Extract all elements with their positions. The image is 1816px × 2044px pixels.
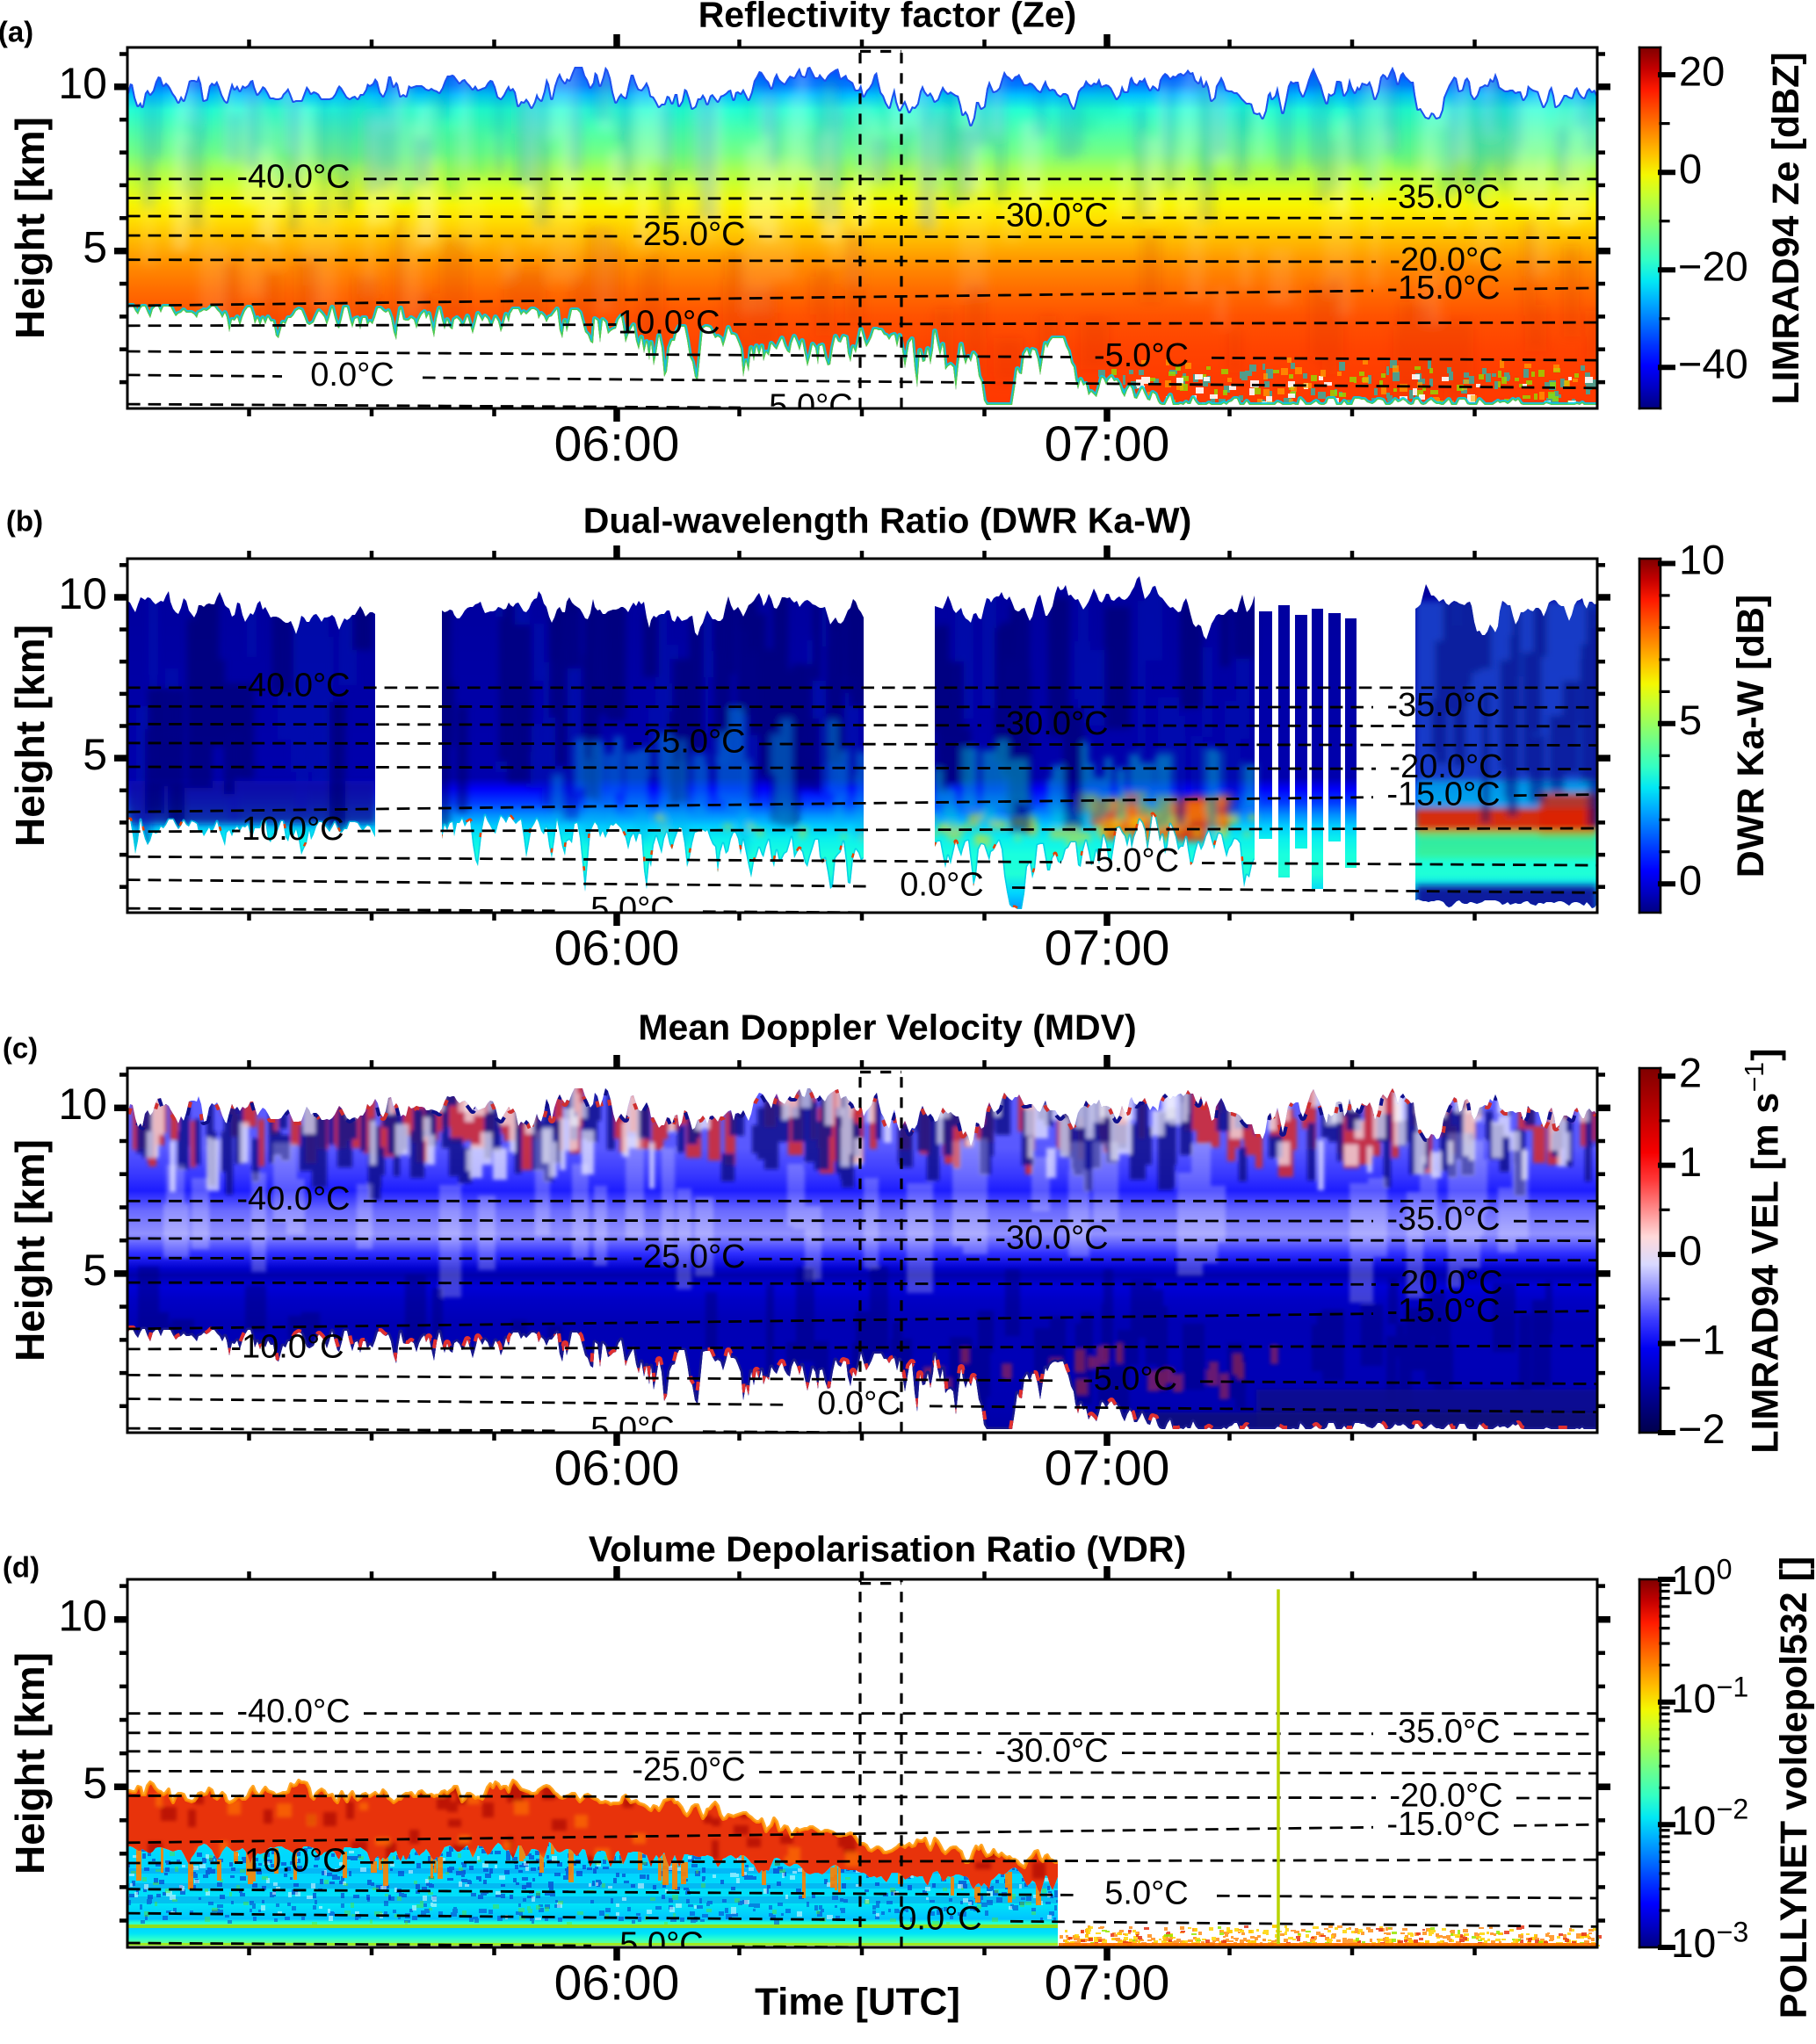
svg-text:5.0°C: 5.0°C [769, 387, 852, 424]
svg-text:Time [UTC]: Time [UTC] [755, 1980, 960, 2023]
svg-text:-5.0°C: -5.0°C [1082, 1361, 1177, 1398]
svg-text:-35.0°C: -35.0°C [1386, 687, 1500, 724]
svg-text:(c): (c) [3, 1032, 38, 1065]
svg-text:1 0 − 3: 1 0 − 3 [1671, 1916, 1748, 1966]
svg-text:-40.0°C: -40.0°C [236, 1181, 350, 1217]
svg-text:06:00: 06:00 [554, 921, 680, 977]
svg-text:-20.0°C: -20.0°C [1389, 1778, 1502, 1815]
svg-text:LIMRAD94 Ze [dBZ]: LIMRAD94 Ze [dBZ] [1765, 52, 1807, 404]
svg-text:DWR Ka-W [dB]: DWR Ka-W [dB] [1730, 595, 1772, 878]
svg-text:5: 5 [1679, 697, 1702, 743]
svg-text:0: 0 [1679, 1227, 1702, 1274]
svg-text:(d): (d) [3, 1551, 40, 1584]
svg-text:-30.0°C: -30.0°C [995, 1732, 1108, 1769]
svg-text:-30.0°C: -30.0°C [995, 198, 1108, 235]
svg-text:-5.0°C: -5.0°C [1094, 337, 1189, 374]
svg-text:-20.0°C: -20.0°C [1389, 242, 1502, 278]
svg-text:10: 10 [58, 569, 107, 618]
svg-text:0.0°C: 0.0°C [900, 867, 983, 904]
svg-text:-25.0°C: -25.0°C [632, 724, 745, 761]
svg-text:Reflectivity factor (Ze): Reflectivity factor (Ze) [698, 0, 1077, 35]
svg-text:07:00: 07:00 [1045, 1441, 1170, 1497]
svg-text:-25.0°C: -25.0°C [632, 216, 745, 253]
svg-text:5.0°C: 5.0°C [1104, 1875, 1188, 1912]
svg-text:0: 0 [1679, 145, 1702, 191]
svg-text:-30.0°C: -30.0°C [995, 705, 1108, 742]
svg-text:5.0°C: 5.0°C [590, 1411, 674, 1448]
svg-text:−1: −1 [1678, 1317, 1726, 1363]
svg-text:10: 10 [58, 1080, 107, 1129]
svg-text:1 0 0: 1 0 0 [1671, 1553, 1733, 1603]
svg-text:06:00: 06:00 [554, 1441, 680, 1497]
svg-text:1 0 − 2: 1 0 − 2 [1671, 1794, 1748, 1844]
svg-text:5: 5 [83, 223, 107, 272]
svg-text:10: 10 [1679, 537, 1725, 583]
svg-text:1 0 − 1: 1 0 − 1 [1671, 1672, 1748, 1722]
svg-text:-10.0°C: -10.0°C [606, 304, 720, 341]
svg-text:Height [km]: Height [km] [7, 117, 53, 339]
svg-text:0.0°C: 0.0°C [898, 1900, 981, 1937]
svg-text:Height [km]: Height [km] [7, 1139, 53, 1361]
svg-text:-15.0°C: -15.0°C [1386, 1293, 1500, 1330]
svg-text:−20: −20 [1678, 242, 1748, 289]
svg-text:Mean Doppler Velocity (MDV): Mean Doppler Velocity (MDV) [638, 1008, 1136, 1048]
svg-text:−40: −40 [1678, 341, 1748, 387]
svg-text:(a): (a) [0, 16, 33, 48]
svg-text:-40.0°C: -40.0°C [236, 668, 350, 704]
svg-text:-35.0°C: -35.0°C [1386, 1714, 1500, 1751]
svg-text:07:00: 07:00 [1045, 1955, 1170, 2011]
svg-text:0.0°C: 0.0°C [310, 357, 394, 394]
svg-text:5: 5 [83, 1246, 107, 1295]
svg-text:10: 10 [58, 1592, 107, 1641]
svg-text:−2: −2 [1678, 1405, 1726, 1452]
svg-text:-20.0°C: -20.0°C [1389, 1264, 1502, 1301]
svg-text:-20.0°C: -20.0°C [1389, 748, 1502, 785]
svg-text:-15.0°C: -15.0°C [1386, 776, 1500, 813]
svg-text:07:00: 07:00 [1045, 416, 1170, 473]
svg-text:(b): (b) [6, 505, 43, 538]
svg-text:5.0°C: 5.0°C [619, 1925, 703, 1962]
svg-text:1: 1 [1679, 1138, 1702, 1185]
svg-text:0: 0 [1679, 856, 1702, 903]
svg-text:-40.0°C: -40.0°C [236, 1694, 350, 1730]
svg-text:07:00: 07:00 [1045, 921, 1170, 977]
svg-text:-25.0°C: -25.0°C [632, 1239, 745, 1275]
svg-text:L I M R A: L I M R A D 9 4 V E L [ m s ] − 1 [1740, 1044, 1787, 1454]
svg-text:Volume Depolarisation Ratio (V: Volume Depolarisation Ratio (VDR) [589, 1529, 1186, 1570]
svg-text:5.0°C: 5.0°C [590, 891, 674, 928]
svg-text:10: 10 [58, 59, 107, 108]
svg-text:POLLYNET voldepol532 []: POLLYNET voldepol532 [] [1773, 1556, 1815, 2019]
svg-text:-25.0°C: -25.0°C [632, 1751, 745, 1788]
svg-text:-5.0°C: -5.0°C [1084, 842, 1179, 879]
svg-text:20: 20 [1679, 47, 1725, 94]
svg-text:Height [km]: Height [km] [7, 625, 53, 847]
svg-text:-10.0°C: -10.0°C [233, 1842, 346, 1879]
svg-text:-35.0°C: -35.0°C [1386, 178, 1500, 215]
svg-text:Height [km]: Height [km] [7, 1652, 53, 1874]
svg-text:5: 5 [83, 730, 107, 779]
svg-text:-10.0°C: -10.0°C [230, 1328, 344, 1365]
svg-text:5: 5 [83, 1759, 107, 1808]
svg-text:Dual-wavelength Ratio (DWR Ka-: Dual-wavelength Ratio (DWR Ka-W) [583, 501, 1191, 541]
svg-text:-35.0°C: -35.0°C [1386, 1201, 1500, 1238]
svg-text:0.0°C: 0.0°C [817, 1385, 901, 1422]
svg-text:-10.0°C: -10.0°C [230, 811, 344, 848]
svg-text:2: 2 [1679, 1049, 1702, 1095]
svg-text:-30.0°C: -30.0°C [995, 1219, 1108, 1256]
svg-text:06:00: 06:00 [554, 1955, 680, 2011]
svg-text:-15.0°C: -15.0°C [1386, 270, 1500, 307]
svg-text:-40.0°C: -40.0°C [236, 159, 350, 196]
svg-text:06:00: 06:00 [554, 416, 680, 473]
svg-text:-15.0°C: -15.0°C [1386, 1806, 1500, 1843]
